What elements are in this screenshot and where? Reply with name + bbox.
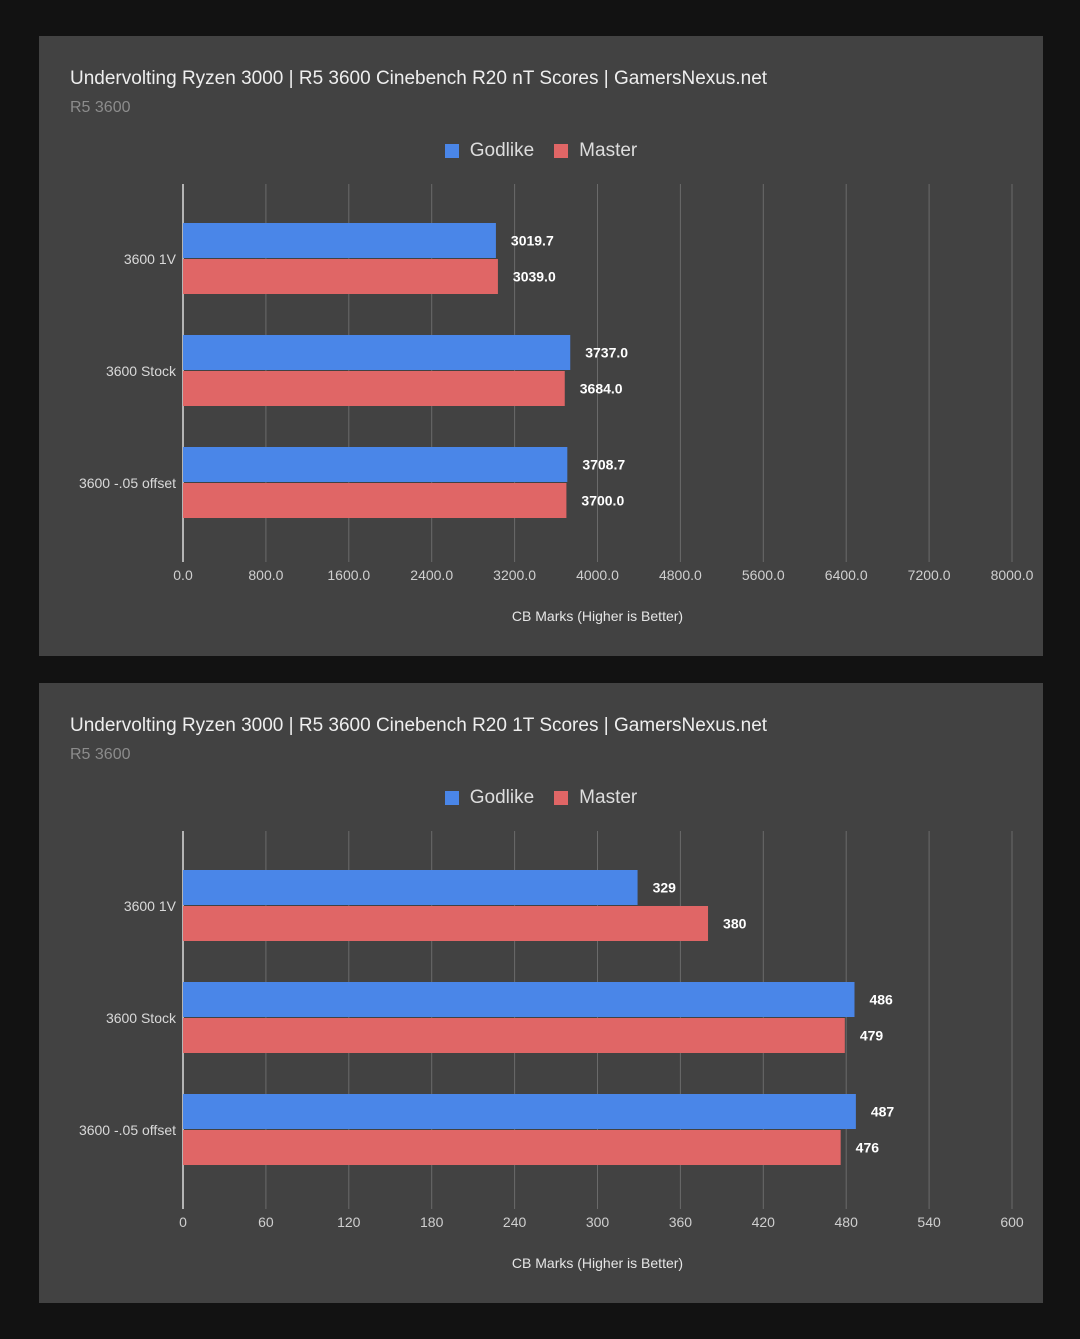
plot-area: 0 60 120 180 240 300 360 420 480 540 600 3600 1V 329… [79, 831, 1024, 1271]
nt-scores-chart: Undervolting Ryzen 3000 | R5 3600 Cinebe… [39, 36, 1043, 656]
category-label: 3600 -.05 offset [79, 475, 176, 491]
x-tick-label: 6400.0 [825, 567, 868, 583]
chart-subtitle: R5 3600 [70, 99, 131, 116]
legend: Godlike Master [39, 787, 1043, 809]
x-tick-label: 60 [258, 1214, 274, 1230]
bar-godlike [183, 223, 496, 258]
bar-master [183, 371, 565, 406]
legend-swatch-godlike [444, 144, 459, 158]
x-tick-label: 5600.0 [742, 567, 785, 583]
legend-item-godlike[interactable]: Godlike [444, 140, 535, 162]
bar-godlike [183, 447, 568, 482]
bar-master [183, 1018, 845, 1053]
x-tick-label: 540 [917, 1214, 941, 1230]
bar-master [183, 1130, 841, 1165]
legend-label-master: Master [579, 787, 638, 808]
x-tick-label: 360 [669, 1214, 693, 1230]
bar-godlike [183, 870, 638, 905]
data-label: 3684.0 [580, 381, 623, 397]
chart-title: Undervolting Ryzen 3000 | R5 3600 Cinebe… [70, 715, 768, 736]
data-label: 3700.0 [581, 493, 624, 509]
x-tick-label: 600 [1000, 1214, 1024, 1230]
bar-master [183, 483, 567, 518]
x-tick-label: 8000.0 [991, 567, 1034, 583]
x-tick-label: 240 [503, 1214, 527, 1230]
x-tick-label: 180 [420, 1214, 444, 1230]
x-tick-label: 0.0 [173, 567, 193, 583]
legend-item-master[interactable]: Master [554, 787, 637, 809]
category-label: 3600 Stock [106, 1010, 177, 1026]
data-label: 486 [869, 992, 893, 1008]
x-tick-label: 300 [586, 1214, 610, 1230]
x-tick-label: 120 [337, 1214, 361, 1230]
x-tick-label: 480 [835, 1214, 859, 1230]
legend: Godlike Master [39, 140, 1043, 162]
x-tick-label: 420 [752, 1214, 776, 1230]
x-tick-label: 800.0 [248, 567, 283, 583]
legend-item-master[interactable]: Master [554, 140, 637, 162]
x-tick-label: 1600.0 [327, 567, 370, 583]
chart-title: Undervolting Ryzen 3000 | R5 3600 Cinebe… [70, 68, 768, 89]
category-label: 3600 Stock [106, 363, 177, 379]
data-label: 3019.7 [511, 233, 554, 249]
x-tick-label: 4000.0 [576, 567, 619, 583]
category-label: 3600 1V [124, 898, 177, 914]
data-label: 3039.0 [513, 269, 556, 285]
x-tick-label: 7200.0 [908, 567, 951, 583]
plot-area: 0.0 800.0 1600.0 2400.0 3200.0 4000.0 4800.0 56… [79, 184, 1034, 624]
legend-swatch-master [554, 144, 569, 158]
chart-subtitle: R5 3600 [70, 746, 131, 763]
data-label: 479 [860, 1028, 884, 1044]
legend-swatch-master [554, 791, 569, 805]
category-label: 3600 -.05 offset [79, 1122, 176, 1138]
data-label: 487 [871, 1104, 895, 1120]
bar-godlike [183, 982, 855, 1017]
data-label: 329 [653, 880, 677, 896]
bar-godlike [183, 335, 571, 370]
data-label: 380 [723, 916, 747, 932]
data-label: 3737.0 [585, 345, 628, 361]
legend-item-godlike[interactable]: Godlike [444, 787, 535, 809]
legend-label-godlike: Godlike [469, 787, 535, 808]
legend-label-master: Master [579, 140, 638, 161]
x-tick-label: 0 [179, 1214, 187, 1230]
bar-godlike [183, 1094, 856, 1129]
x-tick-label: 2400.0 [410, 567, 453, 583]
bar-master [183, 906, 709, 941]
legend-label-godlike: Godlike [469, 140, 535, 161]
x-axis-title: CB Marks (Higher is Better) [512, 608, 683, 624]
data-label: 3708.7 [582, 457, 625, 473]
bar-master [183, 259, 498, 294]
category-label: 3600 1V [124, 251, 177, 267]
x-axis-title: CB Marks (Higher is Better) [512, 1255, 683, 1271]
legend-swatch-godlike [444, 791, 459, 805]
data-label: 476 [856, 1140, 880, 1156]
1t-scores-chart: Undervolting Ryzen 3000 | R5 3600 Cinebe… [39, 683, 1043, 1303]
x-tick-label: 4800.0 [659, 567, 702, 583]
x-tick-label: 3200.0 [493, 567, 536, 583]
